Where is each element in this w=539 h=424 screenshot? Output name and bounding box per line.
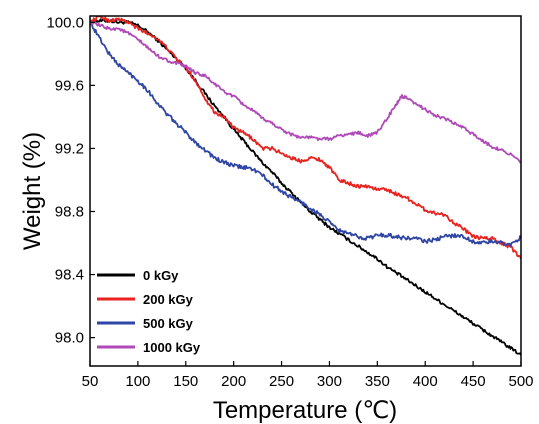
y-tick-label: 98.8 [55, 203, 84, 220]
y-tick-label: 99.6 [55, 77, 84, 94]
x-axis: 50 100 150 200 250 300 350 400 450 500 [82, 361, 534, 390]
legend-label: 1000 kGy [143, 340, 201, 355]
legend: 0 kGy 200 kGy 500 kGy 1000 kGy [97, 268, 201, 355]
legend-label: 200 kGy [143, 292, 194, 307]
x-tick-label: 150 [173, 373, 198, 390]
y-tick-label: 100.0 [46, 14, 84, 31]
series-line-1000-kgy [90, 20, 521, 164]
y-axis-title: Weight (%) [19, 132, 46, 250]
legend-label: 500 kGy [143, 316, 194, 331]
x-tick-label: 400 [413, 373, 438, 390]
y-tick-label: 98.0 [55, 330, 84, 347]
y-axis: 98.0 98.4 98.8 99.2 99.6 100.0 [46, 14, 95, 347]
series-line-0-kgy [90, 18, 521, 356]
x-tick-label: 350 [365, 373, 390, 390]
series-line-500-kgy [90, 22, 521, 248]
series-line-200-kgy [90, 16, 521, 260]
x-axis-title: Temperature (℃) [213, 397, 397, 424]
x-tick-label: 450 [461, 373, 486, 390]
legend-label: 0 kGy [143, 268, 179, 283]
y-tick-label: 99.2 [55, 140, 84, 157]
x-tick-label: 50 [82, 373, 99, 390]
x-tick-label: 300 [317, 373, 342, 390]
series-layer [90, 16, 521, 356]
x-tick-label: 200 [221, 373, 246, 390]
y-tick-label: 98.4 [55, 267, 84, 284]
x-tick-label: 500 [508, 373, 533, 390]
x-tick-label: 250 [269, 373, 294, 390]
plot-frame [89, 15, 522, 367]
x-tick-label: 100 [125, 373, 150, 390]
